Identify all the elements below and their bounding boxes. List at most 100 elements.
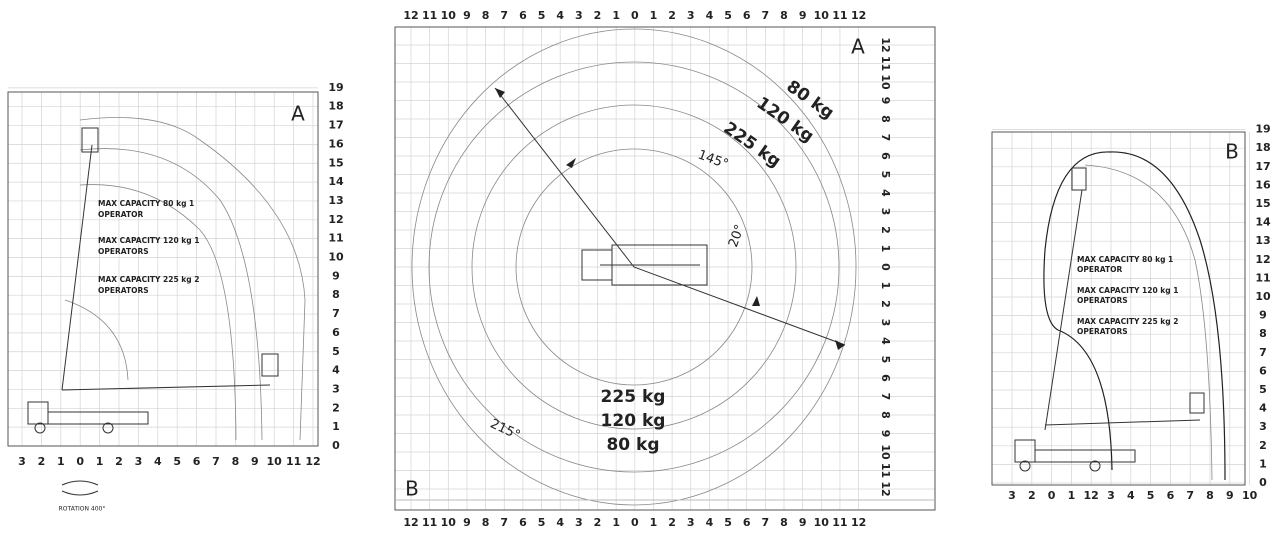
axis-label: 0 xyxy=(1048,489,1056,502)
axis-label: 0 xyxy=(879,263,892,271)
axis-label: 10 xyxy=(879,74,892,90)
axis-label: 3 xyxy=(135,455,143,468)
axis-label: 11 xyxy=(879,56,892,71)
axis-label: 16 xyxy=(328,137,344,150)
axis-label: 10 xyxy=(879,444,892,460)
note: ROTATION 400° xyxy=(59,506,106,513)
axis-label: 12 xyxy=(1084,489,1099,502)
axis-label: 1 xyxy=(57,455,65,468)
envelope xyxy=(79,184,237,441)
axis-label: 5 xyxy=(879,356,892,364)
axis-label: 3 xyxy=(1107,489,1115,502)
axis-label: 10 xyxy=(328,251,344,264)
axis-label: 5 xyxy=(538,516,546,529)
arrow xyxy=(835,340,845,350)
capacity: OPERATOR xyxy=(1077,265,1122,274)
arrow xyxy=(566,158,576,168)
axis-label: 10 xyxy=(814,516,830,529)
axis-label: 12 xyxy=(1255,253,1270,266)
axis-label: 15 xyxy=(328,156,343,169)
center-load: 225 kg xyxy=(601,387,666,407)
panel-label: A xyxy=(851,35,865,59)
axis-label: 12 xyxy=(403,9,418,22)
axis-label: 2 xyxy=(668,516,676,529)
capacity: MAX CAPACITY 80 kg 1 xyxy=(98,199,194,208)
axis-label: 19 xyxy=(328,81,343,94)
axis-label: 9 xyxy=(251,455,259,468)
axis-label: 1 xyxy=(332,420,340,433)
boom xyxy=(61,384,271,391)
axis-label: 8 xyxy=(780,516,788,529)
axis-label: 12 xyxy=(403,516,418,529)
axis-label: 18 xyxy=(328,100,343,113)
axis-label: 7 xyxy=(879,393,892,401)
axis-label: 3 xyxy=(1008,489,1016,502)
capacity: MAX CAPACITY 225 kg 2 xyxy=(1077,317,1179,326)
arrow xyxy=(752,296,760,306)
axis-label: 17 xyxy=(328,119,343,132)
axis-label: 4 xyxy=(879,189,892,197)
axis-label: 12 xyxy=(879,481,892,496)
axis-label: 2 xyxy=(115,455,123,468)
axis-label: 8 xyxy=(482,9,490,22)
axis-label: 9 xyxy=(799,516,807,529)
axis-label: 7 xyxy=(1186,489,1194,502)
axis-label: 0 xyxy=(631,516,639,529)
truck-bed xyxy=(47,411,149,425)
envelope xyxy=(1084,164,1213,481)
axis-label: 1 xyxy=(650,9,658,22)
axis-label: 11 xyxy=(422,9,437,22)
axis-label: 1 xyxy=(879,282,892,290)
axis-label: 3 xyxy=(18,455,26,468)
axis-label: 12 xyxy=(879,37,892,52)
capacity: OPERATORS xyxy=(1077,296,1128,305)
axis-label: 10 xyxy=(441,516,457,529)
capacity: MAX CAPACITY 120 kg 1 xyxy=(98,236,200,245)
truck-cab xyxy=(27,401,49,425)
axis-label: 14 xyxy=(328,175,344,188)
axis-label: 8 xyxy=(232,455,240,468)
axis-label: 15 xyxy=(1255,197,1270,210)
axis-label: 8 xyxy=(332,288,340,301)
axis-label: 9 xyxy=(332,269,340,282)
capacity: OPERATORS xyxy=(98,247,149,256)
axis-label: 11 xyxy=(328,232,343,245)
axis-label: 8 xyxy=(1206,489,1214,502)
axis-label: 0 xyxy=(76,455,84,468)
basket xyxy=(261,353,279,377)
axis-label: 11 xyxy=(422,516,437,529)
axis-label: 4 xyxy=(879,337,892,345)
axis-label: 8 xyxy=(482,516,490,529)
axis-label: 17 xyxy=(1255,160,1270,173)
axis-label: 10 xyxy=(1255,290,1271,303)
axis-label: 5 xyxy=(173,455,181,468)
axis-label: 6 xyxy=(193,455,201,468)
axis-label: 1 xyxy=(879,245,892,253)
axis-label: 12 xyxy=(851,9,866,22)
axis-label: 13 xyxy=(1255,234,1270,247)
wheel xyxy=(1089,460,1101,472)
radius-rings xyxy=(411,28,857,506)
axis-label: 3 xyxy=(687,9,695,22)
arrow xyxy=(495,88,505,98)
axis-label: 5 xyxy=(879,171,892,179)
axis-label: 11 xyxy=(832,9,847,22)
capacity: MAX CAPACITY 225 kg 2 xyxy=(98,275,200,284)
envelope xyxy=(1057,329,1113,471)
axis-label: 0 xyxy=(332,439,340,452)
capacity: MAX CAPACITY 120 kg 1 xyxy=(1077,286,1179,295)
axis-label: 3 xyxy=(332,382,340,395)
wheel xyxy=(1019,460,1031,472)
axis-label: 2 xyxy=(879,300,892,308)
axis-label: 5 xyxy=(538,9,546,22)
frame-b xyxy=(991,131,1246,486)
capacity: OPERATORS xyxy=(98,286,149,295)
axis-label: 11 xyxy=(1255,271,1270,284)
panel-label: B xyxy=(405,477,419,501)
panel-label: A xyxy=(291,102,305,126)
sector-line xyxy=(494,87,635,268)
axis-label: 3 xyxy=(879,208,892,216)
capacity: MAX CAPACITY 80 kg 1 xyxy=(1077,255,1173,264)
axis-label: 7 xyxy=(500,516,508,529)
